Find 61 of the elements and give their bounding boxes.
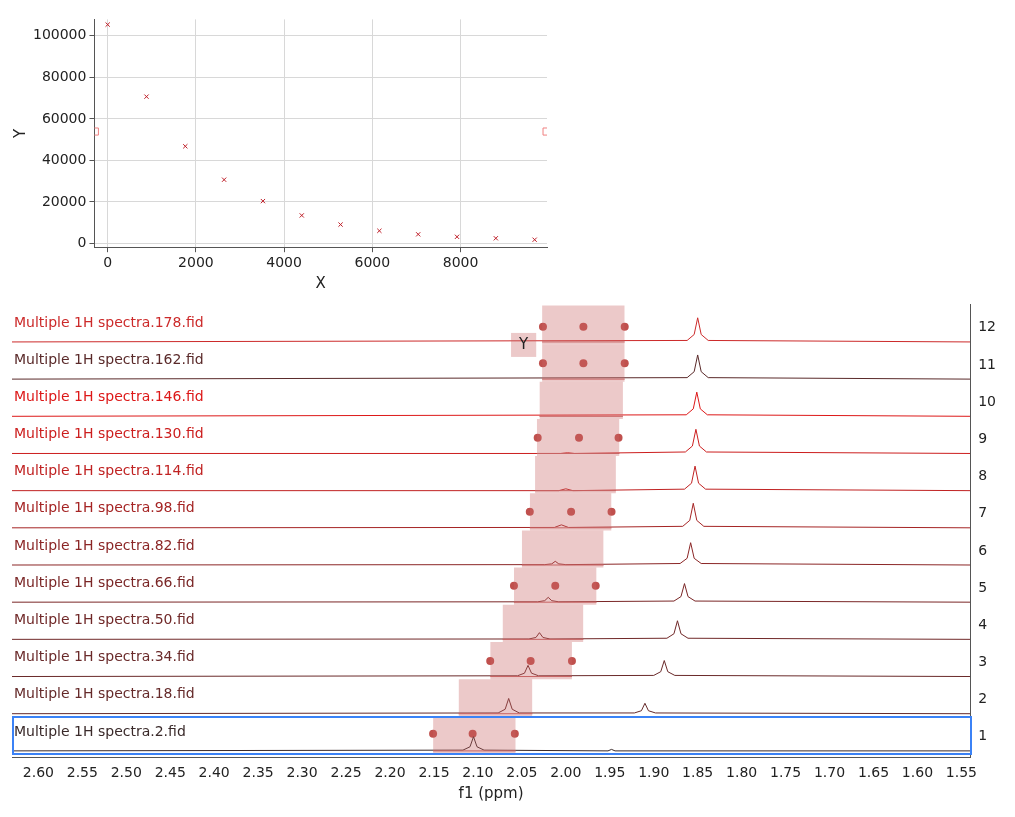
- series-label: Multiple 1H spectra.178.fid: [14, 313, 204, 330]
- y-axis-title: Y: [10, 127, 29, 139]
- series-label: Multiple 1H spectra.50.fid: [14, 610, 195, 627]
- y-tick-label: 11: [978, 355, 997, 372]
- y-tick-label: 4: [978, 615, 988, 632]
- y-tick-label: 12: [978, 318, 997, 335]
- x-tick-label: 2.05: [506, 764, 538, 781]
- x-tick-label: 2.35: [242, 764, 274, 781]
- x-tick-label: 0: [103, 254, 113, 271]
- y-tick-label: 1: [978, 727, 988, 744]
- x-tick-label: 2.60: [22, 764, 54, 781]
- x-tick-label: 4000: [266, 254, 302, 271]
- x-tick-label: 2.40: [198, 764, 230, 781]
- y-tick-label: 20000: [41, 192, 87, 209]
- y-tick-label: 5: [978, 578, 988, 595]
- x-axis-title: f1 (ppm): [458, 783, 524, 802]
- series-label: Multiple 1H spectra.146.fid: [14, 387, 204, 404]
- y-tick-label: 7: [978, 504, 988, 521]
- x-tick-label: 2.00: [550, 764, 582, 781]
- series-label: Multiple 1H spectra.130.fid: [14, 425, 204, 442]
- y-tick-label: 60000: [41, 109, 87, 126]
- y-tick-label: 9: [978, 429, 988, 446]
- y-tick-label: 3: [978, 653, 988, 670]
- series-label: Multiple 1H spectra.98.fid: [14, 499, 195, 516]
- series-label: Multiple 1H spectra.162.fid: [14, 350, 204, 367]
- x-tick-label: 2.25: [330, 764, 362, 781]
- y-tick-label: 0: [77, 234, 87, 251]
- y-tick-label: 40000: [41, 151, 87, 168]
- series-label: Multiple 1H spectra.18.fid: [14, 685, 195, 702]
- x-axis-title: X: [315, 273, 326, 292]
- x-tick-label: 1.60: [901, 764, 934, 781]
- x-tick-label: 1.85: [682, 764, 714, 781]
- x-tick-label: 2.50: [110, 764, 142, 781]
- x-tick-label: 6000: [354, 254, 391, 271]
- x-tick-label: 1.90: [638, 764, 670, 781]
- y-tick-label: 2: [978, 690, 988, 707]
- x-tick-label: 1.75: [770, 764, 802, 781]
- x-tick-label: 2.10: [462, 764, 494, 781]
- x-tick-label: 1.80: [726, 764, 758, 781]
- x-tick-label: 8000: [442, 254, 479, 271]
- x-tick-label: 1.95: [594, 764, 626, 781]
- series-label: Multiple 1H spectra.82.fid: [14, 536, 195, 553]
- x-tick-label: 2.55: [66, 764, 98, 781]
- x-tick-label: 1.65: [857, 764, 890, 781]
- y-tick-label: 8: [978, 467, 988, 484]
- x-tick-label: 2000: [178, 254, 214, 271]
- series-label: Multiple 1H spectra.66.fid: [14, 573, 195, 590]
- series-label: Multiple 1H spectra.114.fid: [14, 462, 204, 479]
- y-tick-label: 6: [978, 541, 988, 558]
- x-tick-label: 2.20: [374, 764, 406, 781]
- y-tick-label: 10: [978, 392, 997, 409]
- x-tick-label: 2.30: [286, 764, 318, 781]
- x-tick-label: 1.55: [945, 764, 977, 781]
- x-tick-label: 2.45: [154, 764, 186, 781]
- y-tick-label: 100000: [32, 26, 87, 43]
- x-tick-label: 1.70: [813, 764, 846, 781]
- x-tick-label: 2.15: [418, 764, 450, 781]
- y-tick-label: 80000: [41, 67, 87, 84]
- series-label: Multiple 1H spectra.34.fid: [14, 648, 195, 665]
- series-label: Multiple 1H spectra.2.fid: [14, 722, 186, 739]
- annotation: Y: [518, 334, 530, 353]
